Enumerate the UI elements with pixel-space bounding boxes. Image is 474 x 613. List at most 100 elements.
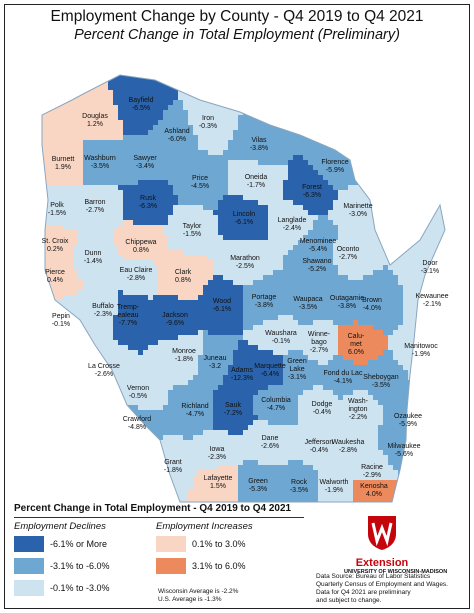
county-name: Columbia (261, 397, 291, 404)
county-name: Oconto (337, 246, 360, 253)
county-region-outagamie (328, 275, 363, 325)
uw-extension-logo: Extension UNIVERSITY OF WISCONSIN-MADISO… (344, 514, 447, 575)
legend-label-increase-mild: 0.1% to 3.0% (192, 539, 246, 549)
county-label-shawano: Shawano-5.2% (302, 258, 331, 273)
county-name: ealeau (117, 312, 138, 319)
source-note: Data Source: Bureau of Labor Statistics … (316, 573, 448, 605)
county-value: -3.5% (91, 163, 109, 170)
county-label-jefferson: Jefferson-0.4% (305, 439, 334, 454)
county-value: -4.7% (186, 411, 204, 418)
county-label-price: Price-4.5% (191, 175, 209, 190)
map-subtitle: Percent Change in Total Employment (Prel… (74, 27, 400, 43)
county-name: Grant (164, 459, 182, 466)
county-region-trempealeau (113, 290, 153, 355)
county-label-rusk: Rusk-6.3% (139, 195, 157, 210)
county-name: Adams (231, 367, 253, 374)
county-region-st-croix (42, 225, 78, 260)
county-value: 0.8% (175, 277, 191, 284)
county-value: -0.3% (199, 123, 217, 130)
county-region-walworth (318, 465, 353, 502)
map-frame (4, 4, 470, 609)
county-value: -9.6% (166, 320, 184, 327)
county-region-richland (163, 380, 213, 440)
county-label-jackson: Jackson-9.6% (162, 312, 188, 327)
county-label-grant: Grant-1.8% (164, 459, 182, 474)
county-name: Dane (262, 435, 279, 442)
county-value: -3.1% (421, 268, 439, 275)
county-name: Walworth (320, 479, 349, 486)
county-label-green: Green-5.3% (248, 478, 268, 493)
county-value: -5.9% (326, 167, 344, 174)
county-value: -3.4% (136, 163, 154, 170)
county-value: -7.2% (224, 410, 242, 417)
county-label-crawford: Crawford-4.8% (123, 416, 152, 431)
county-value: 4.0% (366, 491, 382, 498)
us-average: U.S. Average is -1.3% (158, 596, 222, 603)
source-note-line: Quarterly Census of Employment and Wages… (316, 581, 448, 588)
county-label-brown: Brown-4.0% (362, 297, 382, 312)
county-name: Marinette (343, 203, 372, 210)
county-name: Brown (362, 297, 382, 304)
county-value: -2.6% (261, 443, 279, 450)
county-label-waushara: Waushara-0.1% (265, 330, 297, 345)
county-name: Kenosha (360, 483, 388, 490)
source-note-line: and subject to change. (316, 597, 382, 604)
county-value: -6.1% (213, 306, 231, 313)
county-region-green (238, 460, 278, 502)
county-region-brown (358, 265, 403, 335)
county-name: Portage (252, 294, 277, 301)
county-name: Ashland (164, 128, 189, 135)
county-region-racine (353, 445, 398, 480)
county-label-trempealeau: Tremp-ealeau-7.7% (117, 304, 140, 327)
county-value: -3.8% (250, 145, 268, 152)
county-label-iron: Iron-0.3% (199, 115, 217, 130)
county-name: Forest (302, 184, 322, 191)
legend-swatch-decline-moderate (14, 558, 44, 574)
state-outline (41, 74, 446, 503)
county-name: Wash- (348, 398, 369, 405)
county-region-lafayette (183, 465, 238, 502)
county-label-washburn: Washburn-3.5% (84, 155, 116, 170)
county-value: -2.9% (363, 472, 381, 479)
county-label-iowa: Iowa-2.3% (208, 446, 226, 461)
county-value: -2.7% (86, 207, 104, 214)
county-label-richland: Richland-4.7% (181, 403, 208, 418)
county-label-oconto: Oconto-2.7% (337, 246, 360, 261)
county-region-green-lake (283, 350, 323, 395)
county-label-sauk: Sauk-7.2% (224, 402, 242, 417)
county-label-vernon: Vernon-0.5% (127, 385, 149, 400)
wisconsin-average: Wisconsin Average is -2.2% (158, 588, 239, 595)
county-label-ozaukee: Ozaukee-5.9% (394, 413, 422, 428)
county-label-monroe: Monroe-1.8% (172, 348, 196, 363)
county-name: Eau Claire (120, 267, 153, 274)
county-value: -2.4% (283, 225, 301, 232)
county-region-waukesha (333, 425, 378, 470)
county-name: Lafayette (204, 475, 233, 482)
county-label-florence: Florence-5.9% (321, 159, 348, 174)
county-name: Barron (84, 199, 105, 206)
county-region-lincoln (213, 195, 268, 240)
county-name: Dodge (312, 401, 333, 408)
county-value: -5.6% (395, 451, 413, 458)
county-name: Menominee (300, 238, 337, 245)
county-name: Waushara (265, 330, 297, 337)
county-name: Dunn (85, 250, 102, 257)
county-label-buffalo: Buffalo-2.3% (92, 303, 114, 318)
county-name: bago (311, 339, 327, 346)
county-name: Lincoln (233, 211, 255, 218)
county-name: Wood (213, 298, 231, 305)
county-region-winnebago (298, 320, 338, 365)
county-region-fond-du-lac (318, 355, 363, 400)
average-notes: Wisconsin Average is -2.2% U.S. Average … (158, 588, 238, 604)
county-region-jackson (148, 295, 203, 345)
legend-swatch-increase-strong (156, 558, 186, 574)
county-value: -5.9% (399, 421, 417, 428)
county-name: Oneida (245, 174, 268, 181)
legend-label-decline-mild: -0.1% to -3.0% (50, 583, 110, 593)
county-label-ashland: Ashland-6.0% (164, 128, 189, 143)
county-name: Price (192, 175, 208, 182)
county-region-dunn (73, 230, 118, 285)
county-name: Pierce (45, 269, 65, 276)
